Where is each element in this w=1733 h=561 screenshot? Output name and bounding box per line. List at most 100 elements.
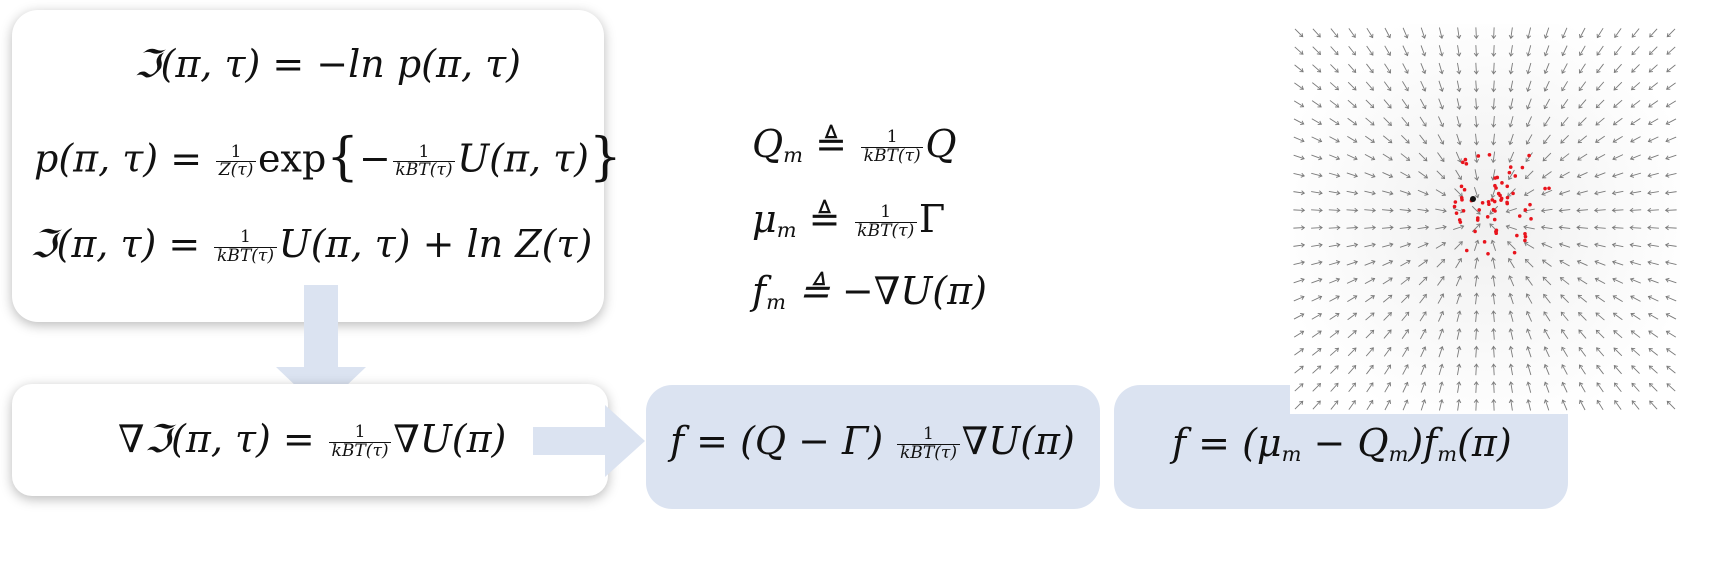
- field-arrow: [1510, 80, 1514, 92]
- field-arrowhead: [1578, 312, 1583, 317]
- field-arrowhead: [1300, 242, 1306, 248]
- info-definition-text: ℑ(π, τ) = −ln p(π, τ): [134, 42, 521, 86]
- field-arrow: [1402, 364, 1409, 375]
- field-arrow: [1435, 226, 1447, 230]
- field-arrowhead: [1491, 310, 1497, 315]
- field-arrow: [1364, 172, 1376, 178]
- field-arrowhead: [1596, 51, 1601, 56]
- field-arrow: [1492, 328, 1495, 340]
- field-arrow: [1383, 81, 1392, 91]
- field-arrow: [1666, 348, 1676, 356]
- field-arrow: [1401, 116, 1410, 127]
- field-arrowhead: [1352, 68, 1357, 74]
- field-arrowhead: [1440, 258, 1446, 264]
- field-arrowhead: [1508, 52, 1514, 57]
- field-arrow: [1456, 293, 1461, 305]
- down-arrow-icon: [276, 285, 366, 410]
- field-arrowhead: [1440, 157, 1445, 163]
- field-arrowhead: [1404, 329, 1409, 334]
- field-arrow: [1544, 27, 1550, 39]
- force-m-c: )f: [1408, 421, 1438, 465]
- field-arrowhead: [1405, 294, 1410, 299]
- field-arrowhead: [1335, 173, 1341, 178]
- field-arrowhead: [1423, 157, 1428, 162]
- Qm-lhs: Q: [752, 122, 784, 166]
- field-arrowhead: [1353, 138, 1358, 143]
- Qm-den: kBT(τ): [861, 147, 924, 166]
- field-arrow: [1647, 227, 1659, 229]
- field-arrow: [1527, 62, 1532, 74]
- field-arrowhead: [1665, 120, 1670, 125]
- field-arrow: [1365, 81, 1374, 91]
- mu-num: 1: [880, 202, 892, 223]
- field-arrow: [1631, 365, 1640, 374]
- field-arrowhead: [1630, 347, 1636, 352]
- particle: [1482, 240, 1487, 244]
- field-arrowhead: [1424, 191, 1429, 196]
- field-arrowhead: [1439, 87, 1444, 93]
- force-rest: ∇U(π): [961, 419, 1075, 463]
- mu-rest: Γ: [918, 197, 946, 241]
- field-arrow: [1577, 260, 1588, 267]
- field-arrow: [1577, 135, 1588, 144]
- field-arrowhead: [1353, 295, 1358, 300]
- field-arrow: [1542, 276, 1552, 286]
- field-arrow: [1474, 275, 1478, 287]
- info-alt-lhs: ℑ(π, τ) =: [30, 222, 201, 266]
- field-arrow: [1647, 191, 1659, 194]
- field-arrowhead: [1491, 70, 1497, 75]
- field-arrow: [1509, 133, 1514, 145]
- field-arrow: [1630, 261, 1642, 266]
- field-arrow: [1346, 190, 1358, 194]
- field-arrow: [1329, 295, 1340, 302]
- field-arrowhead: [1301, 225, 1306, 231]
- field-arrowhead: [1629, 260, 1635, 265]
- field-arrow: [1595, 278, 1606, 285]
- field-arrowhead: [1508, 175, 1513, 181]
- field-arrow: [1417, 189, 1429, 195]
- field-arrow: [1526, 293, 1533, 304]
- field-arrow: [1347, 99, 1357, 108]
- field-arrow: [1364, 153, 1375, 160]
- field-arrow: [1630, 172, 1642, 177]
- field-arrowhead: [1594, 156, 1600, 161]
- field-arrow: [1329, 154, 1340, 160]
- field-arrow: [1648, 296, 1659, 302]
- field-arrow: [1594, 190, 1606, 195]
- field-arrow: [1577, 294, 1588, 303]
- field-arrow: [1630, 118, 1641, 125]
- field-arrow: [1347, 312, 1357, 321]
- field-arrowhead: [1370, 156, 1376, 161]
- field-arrowhead: [1456, 363, 1462, 368]
- field-arrow: [1493, 27, 1495, 39]
- field-arrowhead: [1422, 122, 1427, 127]
- field-arrowhead: [1421, 34, 1427, 39]
- field-arrowhead: [1594, 242, 1599, 248]
- field-arrow: [1562, 27, 1568, 39]
- particle: [1505, 195, 1510, 200]
- field-arrow: [1544, 63, 1550, 74]
- field-arrowhead: [1474, 239, 1480, 245]
- field-arrowhead: [1526, 328, 1531, 333]
- field-arrow: [1420, 399, 1426, 411]
- field-arrowhead: [1334, 347, 1340, 352]
- field-arrowhead: [1335, 330, 1340, 335]
- field-arrowhead: [1406, 173, 1411, 179]
- field-arrow: [1400, 153, 1410, 161]
- field-arrow: [1630, 191, 1642, 194]
- field-arrow: [1328, 261, 1340, 266]
- field-arrow: [1647, 261, 1659, 266]
- field-arrow: [1294, 400, 1304, 410]
- field-arrow: [1613, 312, 1623, 321]
- field-arrowhead: [1388, 277, 1393, 282]
- field-arrowhead: [1318, 225, 1323, 231]
- field-arrowhead: [1525, 122, 1531, 128]
- field-arrowhead: [1613, 103, 1618, 108]
- particle: [1493, 176, 1498, 180]
- field-arrow: [1348, 63, 1357, 73]
- Qm-rest: Q: [925, 122, 957, 166]
- field-arrowhead: [1647, 295, 1653, 300]
- field-arrow: [1544, 346, 1550, 358]
- field-arrowhead: [1354, 207, 1359, 213]
- field-arrowhead: [1317, 348, 1322, 353]
